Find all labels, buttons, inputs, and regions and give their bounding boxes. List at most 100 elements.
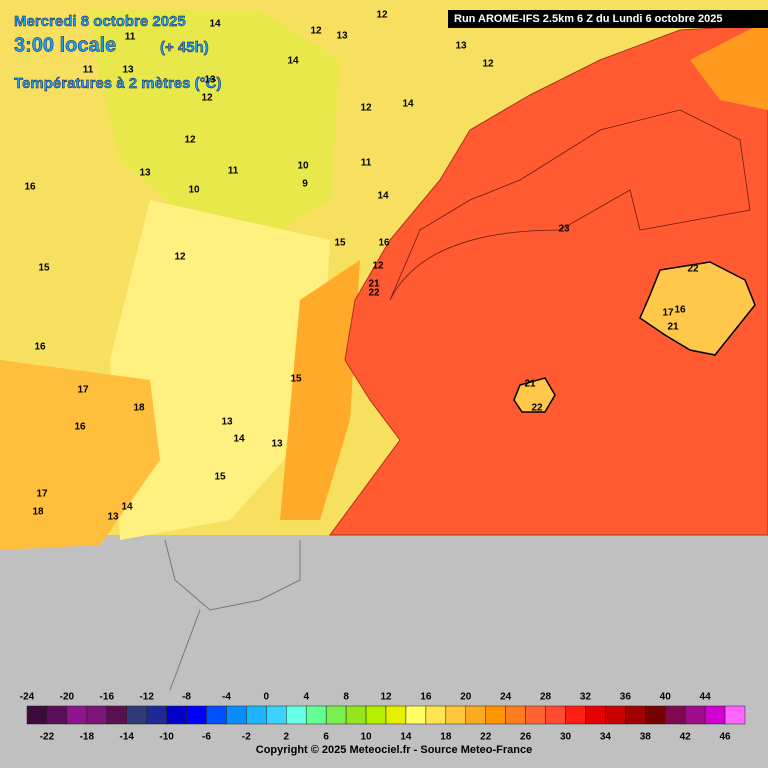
temperature-label: 12 — [372, 261, 384, 272]
legend-tick-label: 44 — [700, 692, 712, 703]
legend-swatch — [345, 705, 367, 725]
temperature-label: 13 — [336, 31, 348, 42]
temperature-label: 12 — [184, 135, 196, 146]
legend-tick-label: -22 — [40, 732, 55, 743]
temperature-label: 16 — [34, 342, 46, 353]
legend-tick-label: -16 — [100, 692, 115, 703]
temperature-label: 14 — [377, 191, 389, 202]
temperature-label: 13 — [139, 168, 151, 179]
legend-tick-label: -4 — [222, 692, 231, 703]
temperature-label: 17 — [662, 308, 674, 319]
legend-swatch — [724, 705, 746, 725]
legend-tick-label: -20 — [60, 692, 75, 703]
legend-tick-label: 38 — [640, 732, 652, 743]
temperature-label: 22 — [531, 403, 543, 414]
legend-swatch — [146, 705, 167, 725]
legend-tick-label: 2 — [283, 732, 289, 743]
labels: 14 12 13 12 11 13 12 14 11 13 13 12 14 12 12 13 11 10 9 10 1… — [24, 10, 699, 523]
legend-tick-label: 32 — [580, 692, 592, 703]
legend-tick-label: 30 — [560, 732, 572, 743]
legend-swatch — [26, 705, 48, 725]
temperature-label: 11 — [228, 166, 239, 177]
temperature-label: 14 — [233, 434, 245, 445]
legend-tick-label: 8 — [343, 692, 349, 703]
legend: -24-22-20-18-16-14-12-10-8-6-4-202468101… — [20, 692, 746, 743]
temperature-label: 15 — [214, 472, 226, 483]
temperature-label: 18 — [32, 507, 44, 518]
temperature-label: 10 — [297, 161, 309, 172]
legend-tick-label: 42 — [680, 732, 692, 743]
legend-swatch — [425, 705, 447, 725]
sea — [329, 24, 768, 536]
temperature-label: 22 — [687, 264, 699, 275]
time: 3:00 locale — [14, 34, 116, 56]
run-info: Run AROME-IFS 2.5km 6 Z du Lundi 6 octob… — [454, 13, 723, 25]
temperature-label: 12 — [310, 26, 322, 37]
legend-tick-label: 40 — [660, 692, 672, 703]
legend-swatch — [246, 705, 267, 725]
legend-swatch — [46, 705, 68, 725]
temperature-label: 15 — [290, 374, 302, 385]
legend-tick-label: 14 — [400, 732, 412, 743]
legend-swatch — [505, 705, 526, 725]
temperature-label: 9 — [302, 179, 308, 190]
border — [169, 609, 201, 691]
legend-swatch — [226, 705, 247, 725]
legend-tick-label: 18 — [440, 732, 452, 743]
legend-tick-label: -14 — [119, 732, 134, 743]
temperature-label: 13 — [455, 41, 467, 52]
temperature-label: 13 — [271, 439, 283, 450]
legend-tick-label: -2 — [242, 732, 251, 743]
temperature-label: 16 — [378, 238, 390, 249]
temperature-label: 14 — [209, 19, 221, 30]
sea-warm — [690, 20, 768, 110]
legend-swatch — [405, 705, 427, 725]
legend-swatch — [684, 705, 706, 725]
field-name: Températures à 2 mètres (°C) — [14, 75, 221, 92]
temperature-label: 21 — [667, 322, 679, 333]
border — [164, 539, 301, 611]
legend-swatch — [625, 705, 646, 725]
temperature-label: 12 — [376, 10, 388, 21]
temperature-label: 23 — [558, 224, 570, 235]
legend-tick-label: -8 — [182, 692, 191, 703]
temperature-label: 21 — [524, 379, 536, 390]
legend-tick-label: 6 — [323, 732, 329, 743]
temperature-label: 17 — [36, 489, 48, 500]
copyright: Copyright © 2025 Meteociel.fr - Source M… — [256, 744, 532, 756]
legend-tick-label: 28 — [540, 692, 552, 703]
legend-tick-label: 20 — [460, 692, 472, 703]
temperature-label: 13 — [122, 65, 134, 76]
temperature-label: 12 — [174, 252, 186, 263]
coast-warm — [280, 260, 360, 520]
temperature-label: 14 — [402, 99, 414, 110]
legend-swatch — [86, 705, 108, 725]
legend-swatch — [645, 705, 666, 725]
date: Mercredi 8 octobre 2025 — [14, 13, 186, 30]
temperature-label: 10 — [188, 185, 200, 196]
legend-tick-label: 12 — [380, 692, 392, 703]
island-mallorca — [639, 261, 756, 356]
temperature-label: 14 — [121, 502, 133, 513]
temperature-label: 15 — [334, 238, 346, 249]
temperature-label: 11 — [361, 158, 372, 169]
legend-tick-label: -12 — [139, 692, 154, 703]
temperature-label: 12 — [360, 103, 372, 114]
legend-tick-label: 46 — [719, 732, 731, 743]
legend-swatch — [286, 705, 307, 725]
legend-tick-label: -18 — [80, 732, 95, 743]
temperature-label: 16 — [74, 422, 86, 433]
land-warm — [0, 360, 160, 550]
legend-tick-label: 22 — [480, 732, 492, 743]
legend-swatch — [605, 705, 626, 725]
legend-tick-label: -6 — [202, 732, 211, 743]
isotherm — [389, 109, 751, 301]
lead-time: (+ 45h) — [160, 39, 209, 56]
temperature-label: 13 — [107, 512, 119, 523]
temperature-label: 18 — [133, 403, 145, 414]
legend-swatch — [126, 705, 147, 725]
legend-tick-label: 16 — [420, 692, 432, 703]
temperature-label: 13 — [204, 75, 216, 86]
temperature-label: 13 — [221, 417, 233, 428]
temperature-label: 14 — [287, 56, 299, 67]
